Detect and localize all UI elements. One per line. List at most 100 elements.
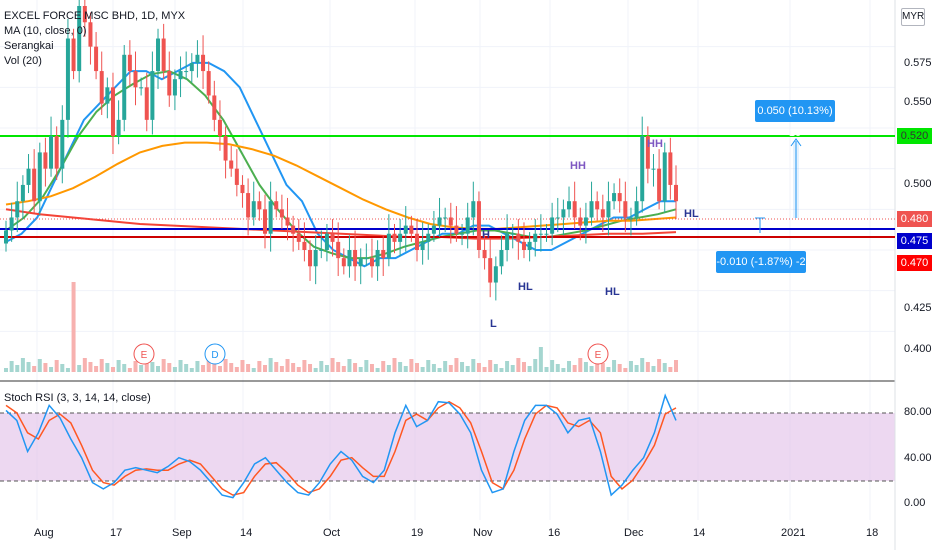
candle-body	[139, 87, 144, 89]
volume-bar	[392, 358, 397, 372]
candle-body	[381, 250, 386, 259]
volume-bar	[313, 368, 318, 372]
candle-body	[88, 22, 93, 47]
candle-body	[409, 225, 414, 234]
candle-body	[488, 258, 493, 283]
rsi-tick: 80.00	[904, 406, 932, 418]
stoch-d-line	[5, 400, 677, 496]
candle-body	[4, 230, 8, 244]
volume-bar	[595, 359, 600, 372]
volume-bar	[65, 368, 70, 372]
candle-body	[262, 209, 267, 234]
volume-bar	[381, 361, 386, 372]
candle-body	[212, 95, 217, 120]
volume-bar	[431, 364, 436, 372]
candle-body	[105, 87, 110, 104]
candle-body	[268, 201, 273, 234]
volume-bar	[60, 364, 65, 372]
candle-body	[178, 71, 183, 80]
volume-bar	[409, 359, 414, 372]
volume-bar	[161, 359, 166, 372]
volume-bar	[341, 366, 346, 372]
volume-bar	[628, 361, 633, 372]
measure-down-callout[interactable]: -0.010 (-1.87%) -2	[716, 251, 806, 273]
volume-bar	[454, 358, 459, 372]
volume-bar	[521, 362, 526, 372]
volume-bar	[195, 361, 200, 372]
volume-bar	[291, 363, 296, 372]
candle-body	[217, 119, 222, 137]
volume-bar	[460, 362, 465, 372]
candle-body	[612, 193, 617, 202]
volume-bar	[572, 365, 577, 372]
ma-indicator-label[interactable]: MA (10, close, 0)	[4, 25, 87, 37]
volume-bar	[240, 360, 245, 372]
candle-body	[133, 71, 138, 88]
candle-body	[353, 250, 358, 267]
x-tick: 14	[240, 527, 253, 539]
candle-body	[606, 201, 611, 218]
rsi-tick: 40.00	[904, 452, 932, 464]
annotation-hl-3: HL	[605, 286, 620, 298]
x-tick: Oct	[323, 527, 341, 539]
candle-body	[583, 217, 588, 226]
x-tick: 19	[411, 527, 424, 539]
volume-bar	[32, 366, 37, 372]
volume-bar	[94, 366, 99, 372]
candle-body	[443, 217, 448, 219]
event-dividend[interactable]	[204, 343, 226, 365]
candle-body	[364, 258, 369, 260]
measure-up-callout[interactable]: 0.050 (10.13%) 10	[755, 100, 835, 139]
volume-bar	[538, 347, 543, 372]
candle-body	[668, 152, 673, 185]
candle-body	[499, 250, 504, 267]
stoch-rsi-label[interactable]: Stoch RSI (3, 3, 14, 14, close)	[4, 392, 151, 404]
volume-bar	[364, 360, 369, 372]
candle-body	[386, 233, 391, 259]
volume-bar	[482, 367, 487, 372]
candle-body	[167, 71, 172, 96]
volume-bar	[398, 362, 403, 372]
volume-bar	[37, 359, 42, 372]
candle-body	[341, 258, 346, 267]
volume-bar	[358, 367, 363, 372]
volume-bar	[206, 358, 211, 372]
volume-bar	[437, 368, 442, 372]
event-earnings-1[interactable]	[133, 343, 155, 365]
candle-body	[246, 193, 251, 218]
candle-body	[195, 54, 200, 63]
symbol-title[interactable]: EXCEL FORCE MSC BHD, 1D, MYX	[4, 10, 186, 22]
moving-averages	[5, 61, 677, 268]
volume-bar	[82, 358, 87, 372]
candle-body	[49, 136, 54, 169]
serangkai-indicator-label[interactable]: Serangkai	[4, 40, 54, 52]
volume-indicator-label[interactable]: Vol (20)	[4, 55, 42, 67]
candle-body	[9, 217, 14, 231]
x-tick: 17	[110, 527, 123, 539]
candle-body	[82, 6, 87, 23]
x-tick: Sep	[172, 527, 192, 539]
x-tick: 18	[866, 527, 879, 539]
candle-body	[319, 250, 324, 251]
volume-bar	[330, 358, 335, 372]
candle-body	[572, 201, 577, 218]
annotation-h: H	[482, 229, 490, 241]
event-earnings-2[interactable]	[587, 343, 609, 365]
candle-body	[657, 168, 662, 202]
volume-bar	[201, 365, 206, 372]
volume-bar	[420, 367, 425, 372]
y-tick: 0.500	[904, 178, 932, 190]
candle-body	[37, 152, 42, 202]
volume-bar	[612, 360, 617, 372]
volume-bar	[324, 365, 329, 372]
volume-bar	[99, 359, 104, 372]
candle-body	[431, 225, 436, 234]
candle-body	[257, 201, 262, 210]
volume-bar	[49, 367, 54, 372]
volume-bar	[302, 360, 307, 372]
volume-bar	[15, 365, 20, 372]
candle-body	[274, 201, 279, 210]
volume-bar	[403, 366, 408, 372]
currency-badge[interactable]: MYR	[901, 8, 925, 26]
